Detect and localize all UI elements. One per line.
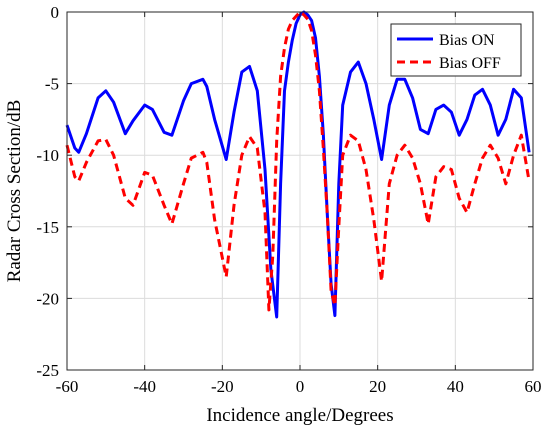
x-tick-label: -40 — [133, 377, 156, 396]
x-tick-label: -60 — [56, 377, 79, 396]
y-tick-label: 0 — [51, 3, 60, 22]
y-tick-label: -25 — [36, 361, 59, 380]
legend-box — [390, 23, 522, 77]
tick-labels: -60 -40 -20 0 20 40 60 0 -5 -10 -15 -20 -25 — [36, 3, 541, 396]
y-tick-label: -20 — [36, 289, 59, 308]
legend-label-bias-off: Bias OFF — [439, 55, 501, 72]
x-tick-label: -20 — [211, 377, 234, 396]
series-line-bias-on — [65, 10, 531, 319]
legend: Bias ON Bias OFF — [390, 23, 522, 77]
x-tick-label: 20 — [369, 377, 386, 396]
y-tick-label: -10 — [36, 146, 59, 165]
x-axis-label: Incidence angle/Degrees — [206, 405, 393, 426]
x-tick-label: 0 — [296, 377, 305, 396]
legend-label-bias-on: Bias ON — [439, 32, 495, 49]
ticks — [66, 11, 534, 371]
y-tick-label: -5 — [45, 75, 59, 94]
series-line-bias-off — [65, 10, 531, 312]
x-tick-label: 60 — [525, 377, 542, 396]
series-layer — [65, 10, 531, 319]
y-tick-label: -15 — [36, 218, 59, 237]
y-axis-label: Radar Cross Section/dB — [4, 100, 25, 283]
x-tick-label: 40 — [447, 377, 464, 396]
